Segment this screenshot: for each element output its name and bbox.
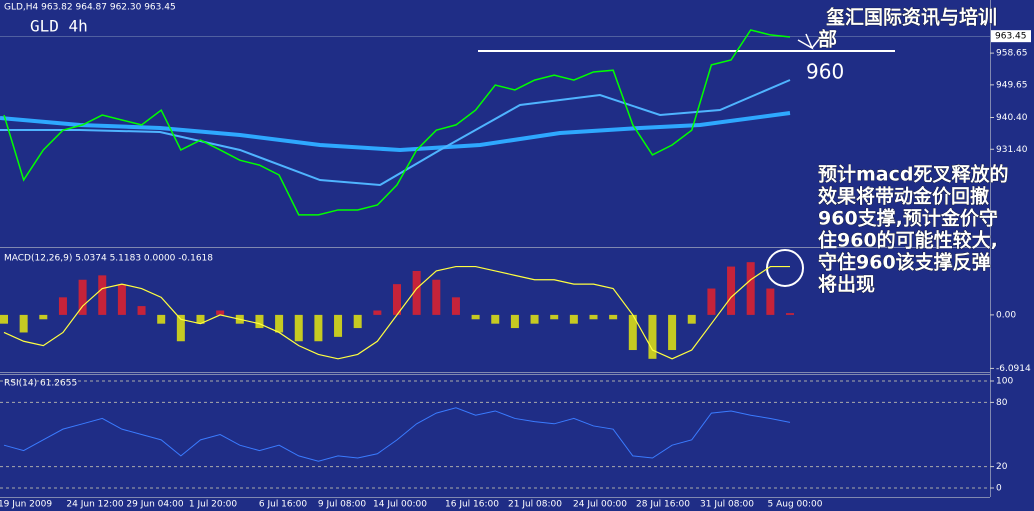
- y-tick-label: 949.65: [996, 80, 1028, 90]
- macd-bar: [117, 284, 126, 315]
- macd-bar: [471, 314, 480, 320]
- macd-bar: [550, 314, 559, 320]
- rsi-line: [3, 407, 791, 462]
- highlight-circle: [766, 249, 804, 287]
- macd-title: MACD(12,26,9) 5.0374 5.1183 0.0000 -0.16…: [4, 254, 213, 264]
- macd-bar: [648, 314, 657, 359]
- x-tick-label: 6 Jul 16:00: [259, 500, 308, 510]
- macd-bar: [255, 314, 264, 329]
- comment-line: 将出现: [818, 273, 875, 296]
- chart-label: GLD 4h: [30, 17, 88, 36]
- macd-bar: [334, 314, 343, 337]
- macd-bar: [373, 310, 382, 315]
- last-price-box: [991, 30, 1031, 43]
- signal-line: [3, 265, 790, 360]
- y-tick-label: 100: [996, 377, 1013, 387]
- macd-bar: [628, 314, 637, 351]
- macd-bar: [687, 314, 696, 324]
- price-line: [3, 29, 791, 216]
- y-tick-label: -6.0914: [996, 364, 1031, 374]
- macd-bar: [727, 266, 736, 315]
- macd-bar: [58, 297, 67, 315]
- x-tick-label: 24 Jul 00:00: [573, 500, 627, 510]
- macd-bar: [353, 314, 362, 329]
- y-tick-label: 0.00: [996, 310, 1016, 320]
- macd-bar: [412, 270, 421, 315]
- y-tick-label: 940.40: [996, 113, 1028, 123]
- y-tick-label: 20: [996, 462, 1008, 472]
- x-tick-label: 5 Aug 00:00: [768, 500, 823, 510]
- x-tick-label: 21 Jul 08:00: [508, 500, 562, 510]
- arrow: [797, 33, 821, 50]
- macd-bar: [314, 314, 323, 342]
- macd-bar: [137, 306, 146, 315]
- macd-bar: [98, 275, 107, 315]
- macd-bar: [275, 314, 284, 333]
- level-label: 960: [806, 60, 844, 84]
- macd-bar: [216, 310, 225, 315]
- macd-bar: [393, 284, 401, 315]
- macd-bar: [39, 314, 48, 320]
- chart-info: GLD,H4 963.82 964.87 962.30 963.45: [4, 3, 176, 13]
- macd-bar: [569, 314, 578, 324]
- x-tick-label: 29 Jun 04:00: [126, 500, 183, 510]
- macd-bar: [786, 313, 794, 315]
- y-tick-label: 931.40: [996, 145, 1028, 155]
- macd-bar: [176, 314, 185, 342]
- y-tick-label: 0: [996, 484, 1002, 494]
- x-tick-label: 1 Jul 20:00: [189, 500, 238, 510]
- rsi-title: RSI(14) 61.2655: [4, 379, 77, 389]
- brand: 部: [818, 28, 837, 51]
- comment-line: 住960的可能性较大,: [818, 229, 998, 252]
- comment-line: 守住960该支撑反弹: [818, 251, 991, 274]
- macd-bar: [78, 279, 87, 315]
- y-tick-label: 80: [996, 398, 1008, 408]
- x-tick-label: 19 Jun 2009: [0, 500, 52, 510]
- y-tick-label: 958.65: [996, 49, 1028, 59]
- macd-bar: [589, 314, 598, 320]
- moving-average: [0, 111, 791, 153]
- macd-bar: [746, 262, 755, 315]
- moving-average: [0, 79, 791, 187]
- macd-bar: [530, 314, 539, 324]
- macd-bar: [157, 314, 166, 324]
- x-tick-label: 31 Jul 08:00: [700, 500, 754, 510]
- last-price: 963.45: [995, 32, 1027, 42]
- macd-bar: [491, 314, 500, 324]
- macd-bar: [668, 314, 677, 351]
- x-tick-label: 9 Jul 08:00: [318, 500, 367, 510]
- macd-bar: [609, 314, 618, 320]
- panel-frames: [0, 0, 991, 498]
- macd-bar: [510, 314, 519, 329]
- comment-line: 960支撑,预计金价守: [818, 207, 998, 230]
- macd-bar: [707, 288, 716, 315]
- macd-bar: [766, 288, 775, 315]
- macd-bar: [196, 314, 205, 324]
- macd-bar: [432, 279, 441, 315]
- comment-line: 效果将带动金价回撤: [818, 185, 989, 208]
- brand: 玺汇国际资讯与培训: [826, 6, 997, 29]
- x-tick-label: 28 Jul 16:00: [636, 500, 690, 510]
- macd-bar: [19, 314, 28, 333]
- macd-bar: [451, 297, 460, 315]
- comment-line: 预计macd死叉释放的: [818, 163, 1008, 186]
- macd-bar: [294, 314, 303, 342]
- macd-bar: [0, 314, 8, 324]
- x-tick-label: 16 Jul 16:00: [445, 500, 499, 510]
- x-tick-label: 24 Jun 12:00: [66, 500, 123, 510]
- x-tick-label: 14 Jul 00:00: [373, 500, 427, 510]
